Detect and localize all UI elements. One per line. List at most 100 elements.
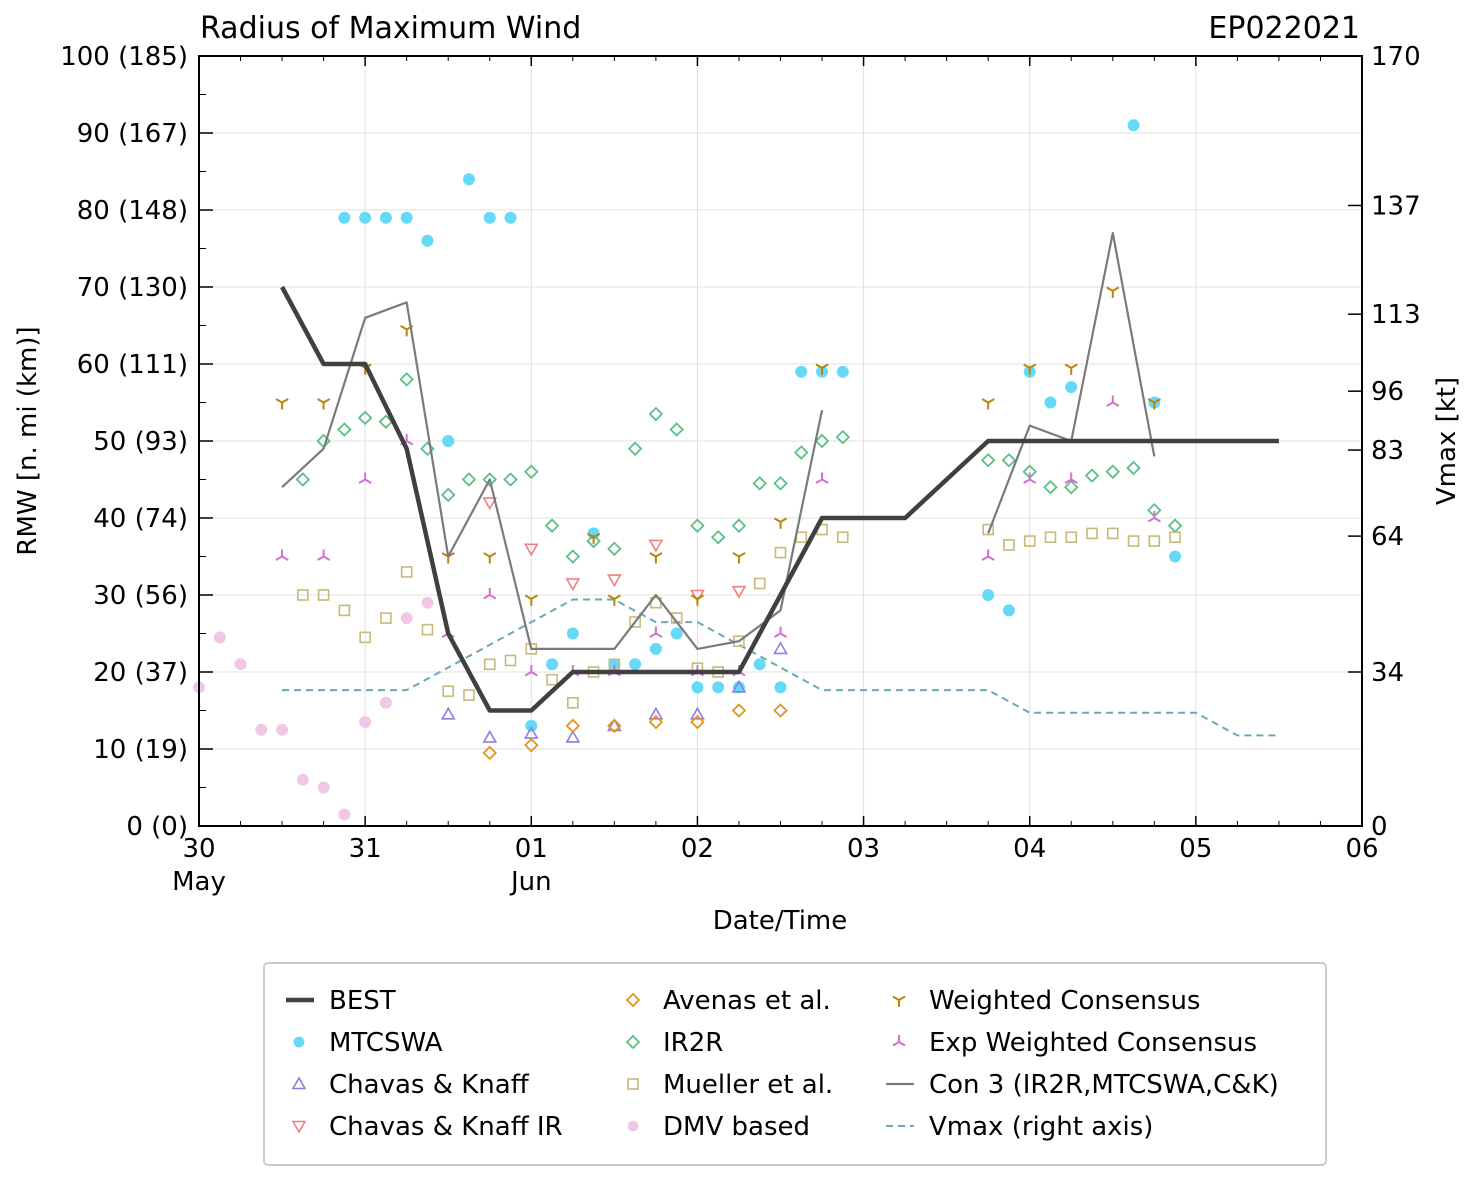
weighted-consensus-point	[524, 594, 538, 606]
ir2r-point	[1126, 460, 1141, 476]
legend-item-chavas-knaff: Chavas & Knaff	[291, 1070, 530, 1100]
y2-tick-label: 0	[1371, 812, 1388, 842]
weighted-consensus-point	[317, 398, 331, 410]
exp-weighted-consensus-point	[358, 472, 372, 484]
mtcswa-point	[525, 719, 538, 732]
legend-label: Chavas & Knaff	[329, 1070, 530, 1100]
exp-weighted-consensus-point	[275, 549, 289, 561]
legend-swatch-marker	[291, 1076, 307, 1090]
legend-label: Weighted Consensus	[929, 986, 1200, 1016]
dmv-based-point	[400, 612, 413, 625]
x-tick-label: 03	[847, 834, 880, 864]
ir2r-point	[773, 476, 788, 491]
exp-weighted-consensus-point	[649, 626, 663, 638]
mueller-et-al-point	[463, 689, 475, 701]
exp-weighted-consensus-point	[1106, 395, 1120, 407]
x-tick-label: 31	[349, 834, 382, 864]
mtcswa-point	[670, 627, 683, 640]
mtcswa-point	[379, 211, 392, 224]
ir2r-point	[503, 472, 518, 487]
mtcswa-point	[462, 173, 475, 186]
chavas-knaff-point	[482, 729, 498, 743]
storm-id: EP022021	[1208, 11, 1360, 46]
chavas-knaff-point	[606, 718, 622, 732]
vmax-line	[282, 598, 1279, 737]
y-tick-label: 80 (148)	[77, 196, 188, 226]
chavas-knaff-point	[690, 706, 705, 720]
mueller-et-al-point	[421, 623, 434, 636]
ir2r-point	[586, 533, 601, 549]
weighted-consensus-point	[690, 594, 705, 606]
mtcswa-point	[400, 211, 413, 224]
dmv-based-point	[296, 773, 309, 786]
mueller-et-al-point	[1065, 531, 1078, 544]
mtcswa-point	[1002, 604, 1015, 617]
weighted-consensus-point	[815, 363, 829, 375]
mueller-et-al-point	[982, 523, 994, 536]
ir2r-point	[1043, 479, 1058, 495]
legend-label: Avenas et al.	[663, 986, 831, 1016]
weighted-consensus-point	[1023, 363, 1037, 375]
legend-swatch-marker	[291, 1120, 307, 1134]
mueller-et-al-point	[483, 658, 496, 671]
weighted-consensus-point	[1106, 286, 1120, 298]
legend-item-weighted-consensus: Weighted Consensus	[892, 986, 1200, 1016]
chavas-knaff-point	[773, 641, 788, 655]
ir2r-point	[420, 441, 435, 456]
y-tick-label: 10 (19)	[93, 735, 188, 765]
ir2r-point	[337, 422, 352, 437]
legend-item-chavas-knaff-ir: Chavas & Knaff IR	[291, 1112, 563, 1142]
mueller-et-al-point	[1148, 535, 1161, 547]
ir2r-point	[731, 518, 747, 533]
x-tick-label: 05	[1179, 834, 1212, 864]
avenas-et-al-point	[690, 714, 705, 730]
dmv-based-point	[379, 696, 392, 709]
chavas-knaff-point	[648, 706, 664, 720]
mtcswa-point	[359, 211, 372, 224]
weighted-consensus-point	[275, 398, 289, 410]
chavas-knaff-ir-point	[648, 539, 664, 553]
exp-weighted-consensus-point	[815, 472, 829, 484]
legend-item-exp-weighted-consensus: Exp Weighted Consensus	[892, 1028, 1257, 1058]
dmv-based-point	[255, 723, 268, 736]
weighted-consensus-point	[1147, 398, 1161, 410]
ir2r-point	[710, 529, 726, 545]
chavas-knaff-ir-point	[523, 543, 539, 557]
y2-tick-label: 64	[1371, 522, 1404, 552]
best-track-series	[280, 285, 1279, 713]
ir2r-point	[565, 549, 581, 564]
exp-weighted-consensus-point	[1064, 472, 1078, 484]
y-axis-title: RMW [n. mi (km)]	[13, 326, 43, 555]
legend-swatch-marker	[293, 1036, 305, 1048]
mtcswa-series	[338, 119, 1182, 732]
ir2r-point	[524, 464, 539, 480]
legend: BEST MTCSWA Chavas & Knaff Chavas & Knaff I…	[263, 962, 1327, 1166]
y-tick-label: 0 (0)	[126, 812, 188, 842]
weighted-consensus-point	[981, 398, 995, 410]
legend-label: Exp Weighted Consensus	[929, 1028, 1257, 1058]
best-track-line	[280, 285, 1279, 713]
chavas-knaff-ir-series	[482, 497, 747, 603]
exp-weighted-consensus-point	[773, 626, 788, 638]
mueller-et-al-point	[837, 531, 849, 544]
legend-item-vmax-right-axis: Vmax (right axis)	[886, 1112, 1153, 1142]
mtcswa-point	[836, 365, 849, 378]
ir2r-point	[1001, 452, 1017, 468]
mueller-et-al-series	[297, 523, 1181, 709]
y2-tick-label: 34	[1371, 658, 1404, 688]
chavas-knaff-ir-point	[565, 578, 581, 592]
chavas-knaff-point	[440, 706, 456, 720]
mueller-et-al-point	[795, 531, 808, 544]
mueller-et-al-point	[297, 589, 309, 601]
y2-tick-label: 113	[1371, 300, 1421, 330]
ir2r-point	[752, 476, 768, 491]
y2-tick-label: 96	[1371, 377, 1404, 407]
mtcswa-point	[1065, 381, 1078, 394]
mtcswa-point	[421, 234, 434, 247]
y-tick-label: 40 (74)	[93, 504, 188, 534]
y-tick-label: 60 (111)	[77, 350, 188, 380]
chavas-knaff-ir-point	[731, 585, 747, 599]
legend-label: Mueller et al.	[663, 1070, 833, 1100]
mtcswa-point	[566, 627, 579, 640]
